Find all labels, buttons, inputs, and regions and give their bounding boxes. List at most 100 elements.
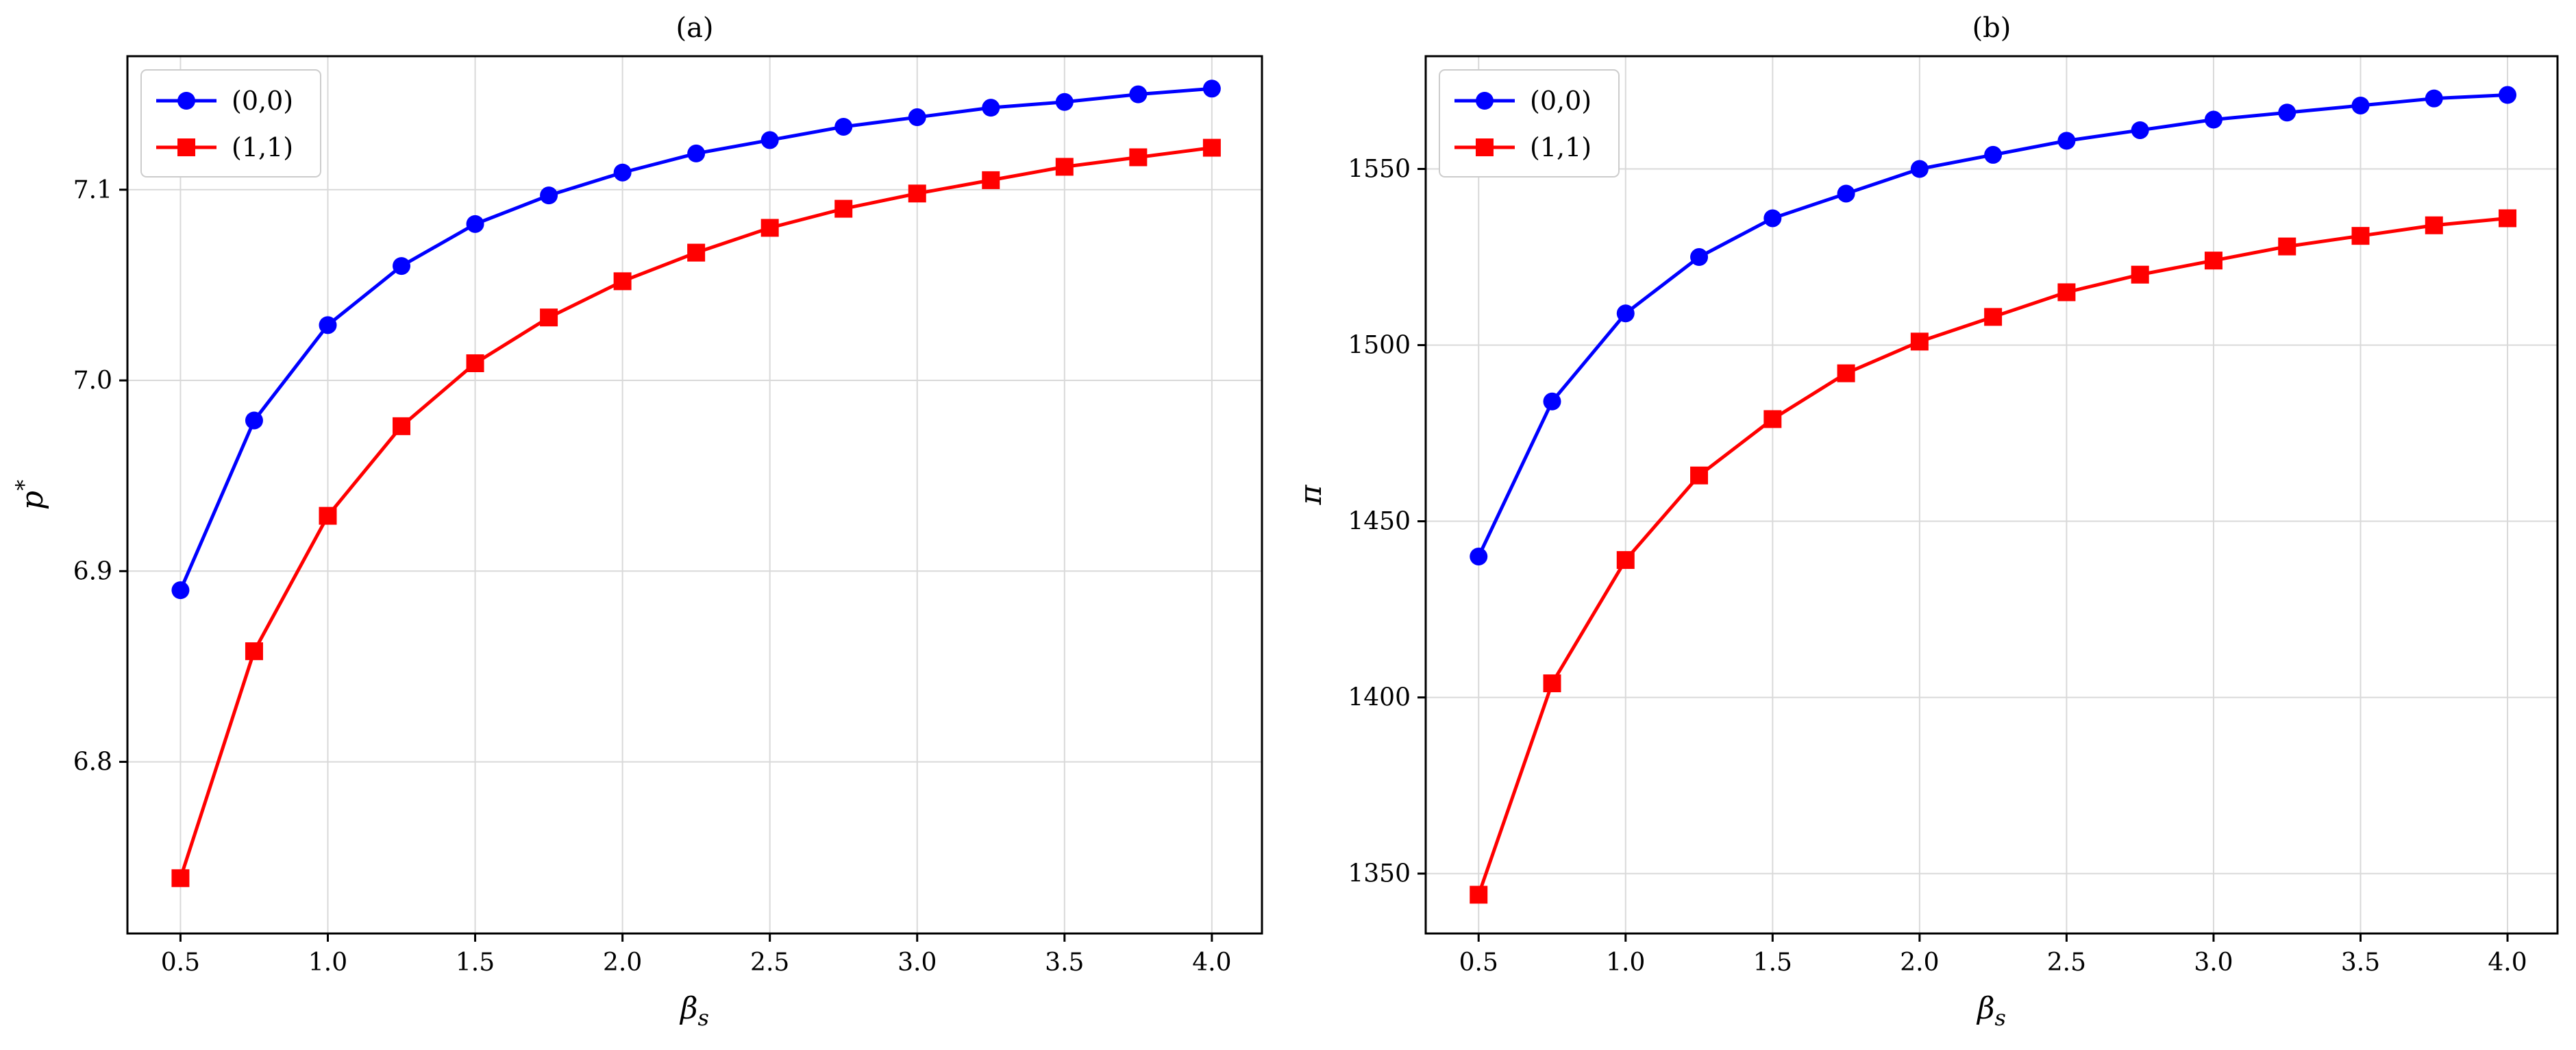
x-axis-label-subscript: s (698, 1005, 709, 1031)
data-point-circle (2204, 110, 2222, 129)
y-tick-label: 1450 (1348, 508, 1411, 536)
data-point-square (171, 869, 190, 888)
chart-panel-a: 0.5 1.0 1.5 2.0 2.5 3.0 3.5 4.0 6.8 6.9 7.0 7.1 (a) β… (11, 12, 1263, 1031)
x-tick-label: 1.0 (1606, 949, 1645, 977)
x-tick-label: 1.5 (1753, 949, 1792, 977)
data-point-square (2204, 252, 2222, 270)
data-point-square (1055, 158, 1074, 176)
data-point-circle (1470, 547, 1488, 565)
data-point-circle (245, 411, 263, 430)
data-point-square (1763, 410, 1782, 428)
legend-marker-circle (177, 92, 195, 110)
series-blue (1470, 86, 2517, 565)
legend-item: (1,1) (156, 132, 293, 162)
data-point-circle (466, 215, 484, 233)
legend-label: (1,1) (1530, 132, 1592, 162)
data-point-square (2057, 283, 2076, 302)
legend-label: (1,1) (232, 132, 293, 162)
series-red (171, 138, 1221, 888)
series-red (1470, 209, 2517, 904)
x-tick-label: 2.0 (1900, 949, 1939, 977)
data-point-circle (393, 257, 411, 276)
data-point-square (1837, 364, 1855, 382)
data-point-circle (2425, 89, 2443, 108)
data-point-circle (1837, 184, 1855, 203)
x-tick-label: 3.0 (2194, 949, 2233, 977)
x-tick-label: 3.0 (897, 949, 937, 977)
data-point-square (1470, 886, 1488, 904)
legend-label: (0,0) (232, 86, 293, 116)
y-axis-label: π (1293, 484, 1328, 505)
data-point-circle (171, 581, 190, 600)
data-point-circle (834, 117, 853, 136)
data-point-square (319, 506, 337, 525)
x-axis-label-main: β (1976, 991, 1994, 1026)
y-tick-label: 1350 (1348, 860, 1411, 888)
legend-marker-square (1476, 138, 1494, 156)
data-point-circle (1690, 248, 1709, 267)
data-point-circle (1543, 392, 1561, 411)
x-axis-label-subscript: s (1995, 1005, 2006, 1031)
series-blue (171, 80, 1221, 600)
legend-box (140, 69, 321, 178)
plot-frame (1424, 55, 2559, 935)
y-tick-label: 1400 (1348, 684, 1411, 712)
x-tick-label: 4.0 (2488, 949, 2527, 977)
data-point-square (908, 184, 926, 203)
data-point-circle (1129, 85, 1148, 103)
data-point-circle (982, 99, 1000, 117)
legend-item: (1,1) (1454, 132, 1592, 162)
data-point-circle (2351, 96, 2370, 114)
data-point-square (245, 642, 263, 661)
x-tick-label: 3.5 (2341, 949, 2380, 977)
y-axis-label-superscript: * (11, 480, 37, 491)
data-point-circle (1055, 93, 1074, 111)
y-tick-label: 1500 (1348, 332, 1411, 360)
y-axis-label-main: p (15, 491, 50, 510)
x-tick-label: 2.0 (603, 949, 642, 977)
legend: (0,0) (1,1) (140, 69, 321, 178)
data-point-square (834, 199, 853, 218)
data-point-square (1543, 674, 1561, 693)
plot-frame (126, 55, 1263, 935)
data-point-circle (760, 131, 779, 149)
data-point-square (2351, 227, 2370, 245)
y-tick-label: 1550 (1348, 155, 1411, 183)
data-point-square (393, 417, 411, 435)
data-point-square (1984, 308, 2003, 326)
data-point-circle (2278, 103, 2296, 122)
panel-title: (a) (676, 12, 713, 44)
data-point-square (1616, 551, 1635, 570)
y-tick-label: 6.8 (73, 748, 112, 777)
legend: (0,0) (1,1) (1439, 69, 1620, 178)
data-point-circle (687, 144, 706, 162)
x-axis-label: βs (1976, 991, 2006, 1031)
data-point-square (613, 272, 632, 291)
legend-label: (0,0) (1530, 86, 1592, 116)
data-point-square (1690, 466, 1709, 485)
data-point-square (2131, 265, 2149, 284)
data-point-square (1202, 138, 1221, 157)
data-point-square (760, 219, 779, 237)
x-tick-label: 0.5 (161, 949, 200, 977)
legend-marker-square (177, 138, 195, 156)
data-point-circle (540, 186, 558, 205)
data-point-square (2278, 237, 2296, 256)
x-tick-label: 3.5 (1045, 949, 1084, 977)
y-tick-label: 7.0 (73, 367, 112, 395)
data-point-square (687, 243, 706, 262)
x-tick-label: 4.0 (1192, 949, 1231, 977)
data-point-circle (1616, 304, 1635, 323)
data-point-circle (908, 108, 926, 127)
data-point-square (466, 354, 484, 372)
x-tick-label: 1.5 (456, 949, 495, 977)
data-point-circle (1910, 160, 1929, 178)
legend-item: (0,0) (156, 86, 293, 116)
legend-item: (0,0) (1454, 86, 1592, 116)
x-tick-label: 0.5 (1459, 949, 1498, 977)
data-point-circle (1984, 145, 2003, 164)
data-point-circle (2499, 86, 2517, 104)
data-point-circle (2057, 132, 2076, 150)
